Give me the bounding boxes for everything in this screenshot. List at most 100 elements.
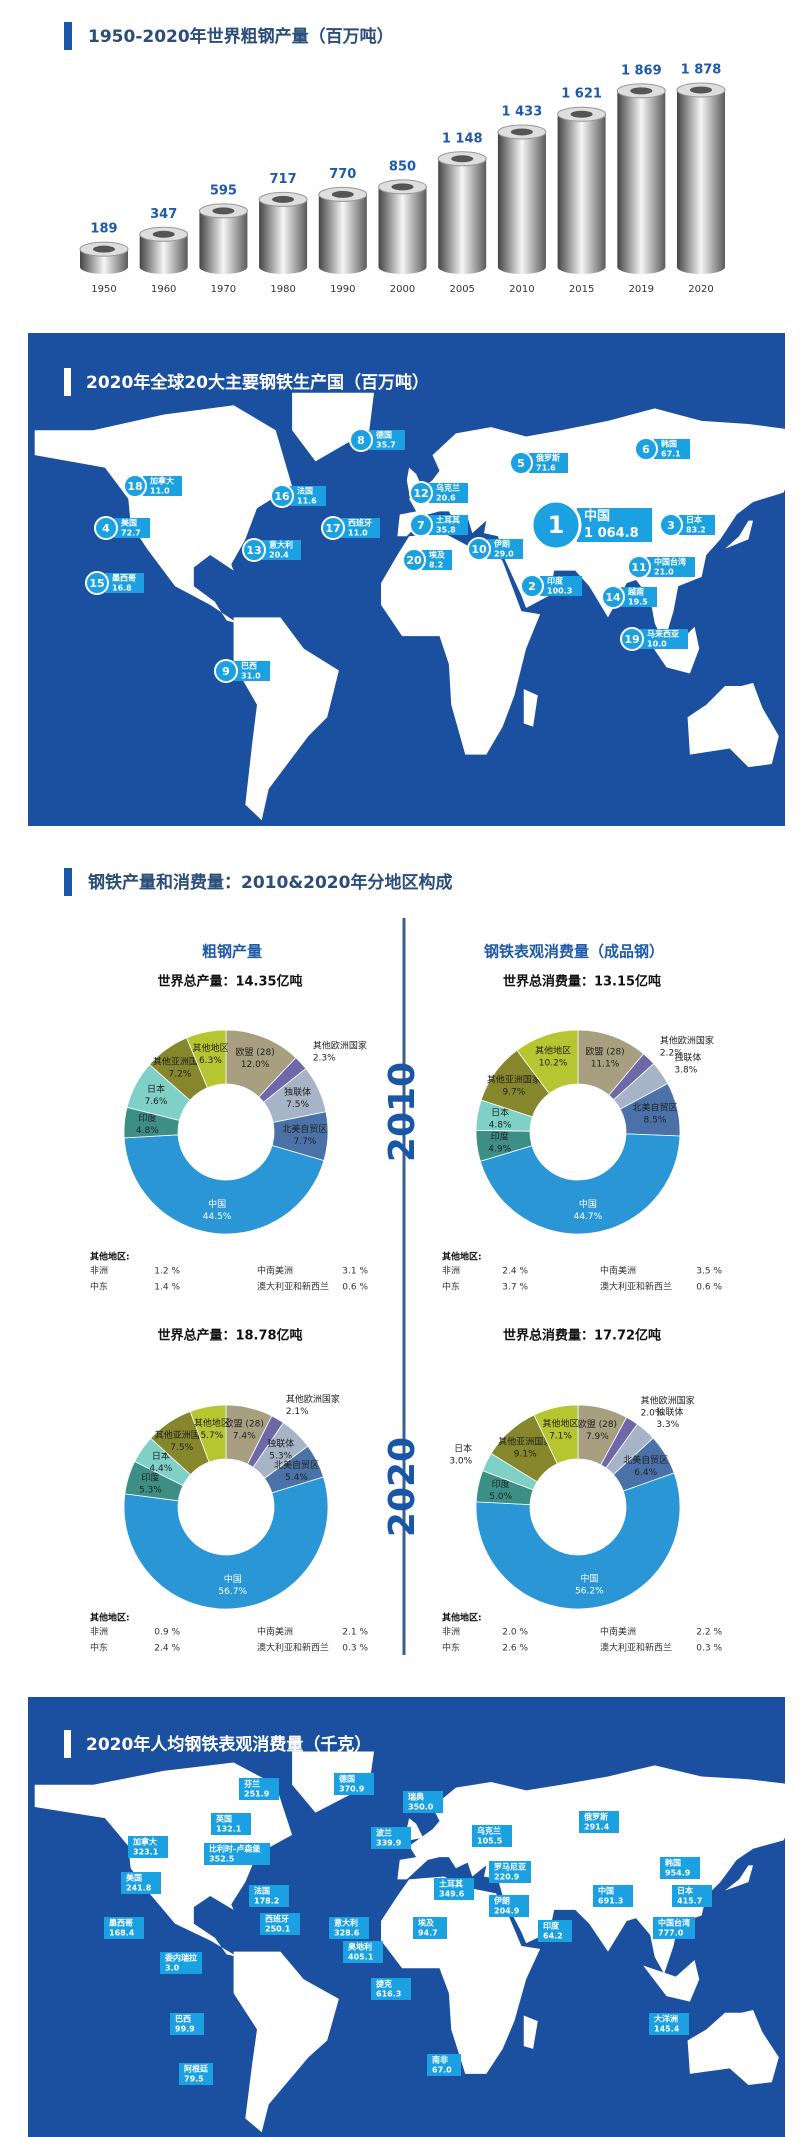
x-tick-label: 2015: [569, 284, 594, 295]
segment-label: 北美自贸区: [274, 1459, 319, 1471]
country-name: 伊朗: [493, 1896, 510, 1906]
rank-badge: [321, 516, 345, 540]
country-value: 250.1: [265, 1925, 291, 1934]
country-name: 日本: [686, 515, 702, 525]
bar: [199, 210, 248, 267]
country-value: 291.4: [584, 1823, 610, 1832]
landmass: [523, 689, 538, 727]
country-value: 954.9: [665, 1869, 691, 1878]
other-name: 中东: [442, 1281, 460, 1293]
other-name: 中南美洲: [600, 1265, 636, 1277]
rank-number: 2: [528, 580, 536, 593]
rank-badge: [123, 474, 147, 498]
country-value: 11.0: [150, 487, 170, 496]
other-name: 澳大利亚和新西兰: [257, 1281, 329, 1293]
label-box: [434, 1878, 474, 1900]
segment-label: 独联体: [656, 1406, 683, 1418]
label-box: [429, 515, 468, 535]
other-title: 其他地区:: [90, 1612, 130, 1624]
country-name: 英国: [215, 1814, 232, 1824]
other-name: 中南美洲: [257, 1626, 293, 1638]
segment-label: 其他亚洲国家: [487, 1073, 541, 1085]
label-box: [487, 539, 523, 559]
country-name: 瑞典: [408, 1792, 424, 1802]
rank-badge: [467, 537, 491, 561]
rank-number: 9: [222, 665, 230, 678]
other-name: 中东: [90, 1642, 108, 1654]
x-tick-label: 2019: [629, 284, 654, 295]
landmass: [725, 520, 754, 549]
country-name: 埃及: [429, 550, 446, 560]
country-value: 11.6: [297, 497, 317, 506]
segment-label: 北美自贸区: [623, 1454, 668, 1466]
segment-label: 欧盟 (28): [578, 1418, 617, 1430]
segment-value: 5.3%: [269, 1452, 292, 1462]
segment-value: 10.2%: [539, 1059, 568, 1069]
other-value: 0.9 %: [154, 1628, 180, 1638]
country-name: 越南: [627, 587, 644, 597]
segment-label: 欧盟 (28): [235, 1046, 274, 1058]
rank-badge: [601, 585, 625, 609]
rank-number: 19: [624, 633, 639, 646]
section-marker: [64, 868, 72, 896]
section-title: 2020年全球20大主要钢铁生产国（百万吨）: [86, 372, 429, 393]
x-tick-label: 1950: [91, 284, 116, 295]
country-name: 中国台湾: [658, 1918, 690, 1928]
label-box: [540, 576, 582, 596]
country-name: 中国: [598, 1886, 614, 1896]
other-value: 3.5 %: [696, 1267, 722, 1277]
country-value: 31.0: [241, 672, 261, 681]
segment-value: 44.7%: [574, 1212, 603, 1222]
country-value: 415.7: [677, 1897, 702, 1906]
segment-label: 中国: [580, 1573, 598, 1585]
segment-label: 其他欧洲国家: [286, 1393, 340, 1405]
segment-value: 6.4%: [634, 1468, 657, 1478]
other-value: 3.1 %: [342, 1267, 368, 1277]
country-name: 中国: [584, 508, 610, 524]
segment-value: 2.2%: [660, 1049, 683, 1059]
rank-number: 18: [127, 480, 142, 493]
bar-hole: [690, 86, 712, 94]
bar-hole: [391, 183, 414, 191]
segment-value: 56.7%: [218, 1587, 247, 1597]
label-box: [343, 1941, 383, 1963]
bar-hole: [630, 87, 653, 95]
label-box: [369, 430, 405, 450]
pie-heading: 粗钢产量: [202, 943, 262, 961]
rank-badge: [349, 428, 373, 452]
rank-badge: [242, 538, 266, 562]
landmass: [687, 2009, 779, 2086]
world-map: [34, 392, 785, 821]
value-label: 1 433: [502, 104, 543, 119]
other-value: 2.1 %: [342, 1628, 368, 1638]
label-box: [593, 1885, 633, 1907]
segment-value: 9.7%: [502, 1087, 525, 1097]
other-name: 非洲: [90, 1265, 108, 1277]
other-name: 澳大利亚和新西兰: [257, 1642, 329, 1654]
label-box: [170, 2013, 204, 2035]
segment-label: 其他地区: [194, 1417, 230, 1429]
other-value: 0.6 %: [342, 1283, 368, 1293]
segment-label: 独联体: [267, 1438, 294, 1450]
label-box: [403, 1791, 443, 1813]
country-value: 178.2: [254, 1897, 279, 1906]
section-title: 钢铁产量和消费量：2010&2020年分地区构成: [88, 872, 452, 893]
country-name: 阿根廷: [184, 2064, 209, 2074]
label-box: [640, 629, 688, 649]
other-title: 其他地区:: [90, 1251, 130, 1263]
value-label: 1 869: [621, 63, 662, 78]
country-name: 南非: [432, 2055, 448, 2065]
country-name: 法国: [254, 1886, 270, 1896]
rank-number: 7: [417, 519, 425, 532]
rank-number: 17: [325, 522, 340, 535]
bar: [378, 186, 427, 267]
segment-value: 6.3%: [199, 1056, 222, 1066]
section-title: 2020年人均钢铁表观消费量（千克）: [86, 1734, 371, 1755]
segment-label: 印度: [141, 1471, 159, 1483]
country-value: 99.9: [175, 2025, 195, 2034]
rank-badge: [270, 484, 294, 508]
segment-value: 7.2%: [168, 1069, 191, 1079]
label-box: [105, 573, 144, 593]
rank-number: 16: [274, 490, 290, 503]
